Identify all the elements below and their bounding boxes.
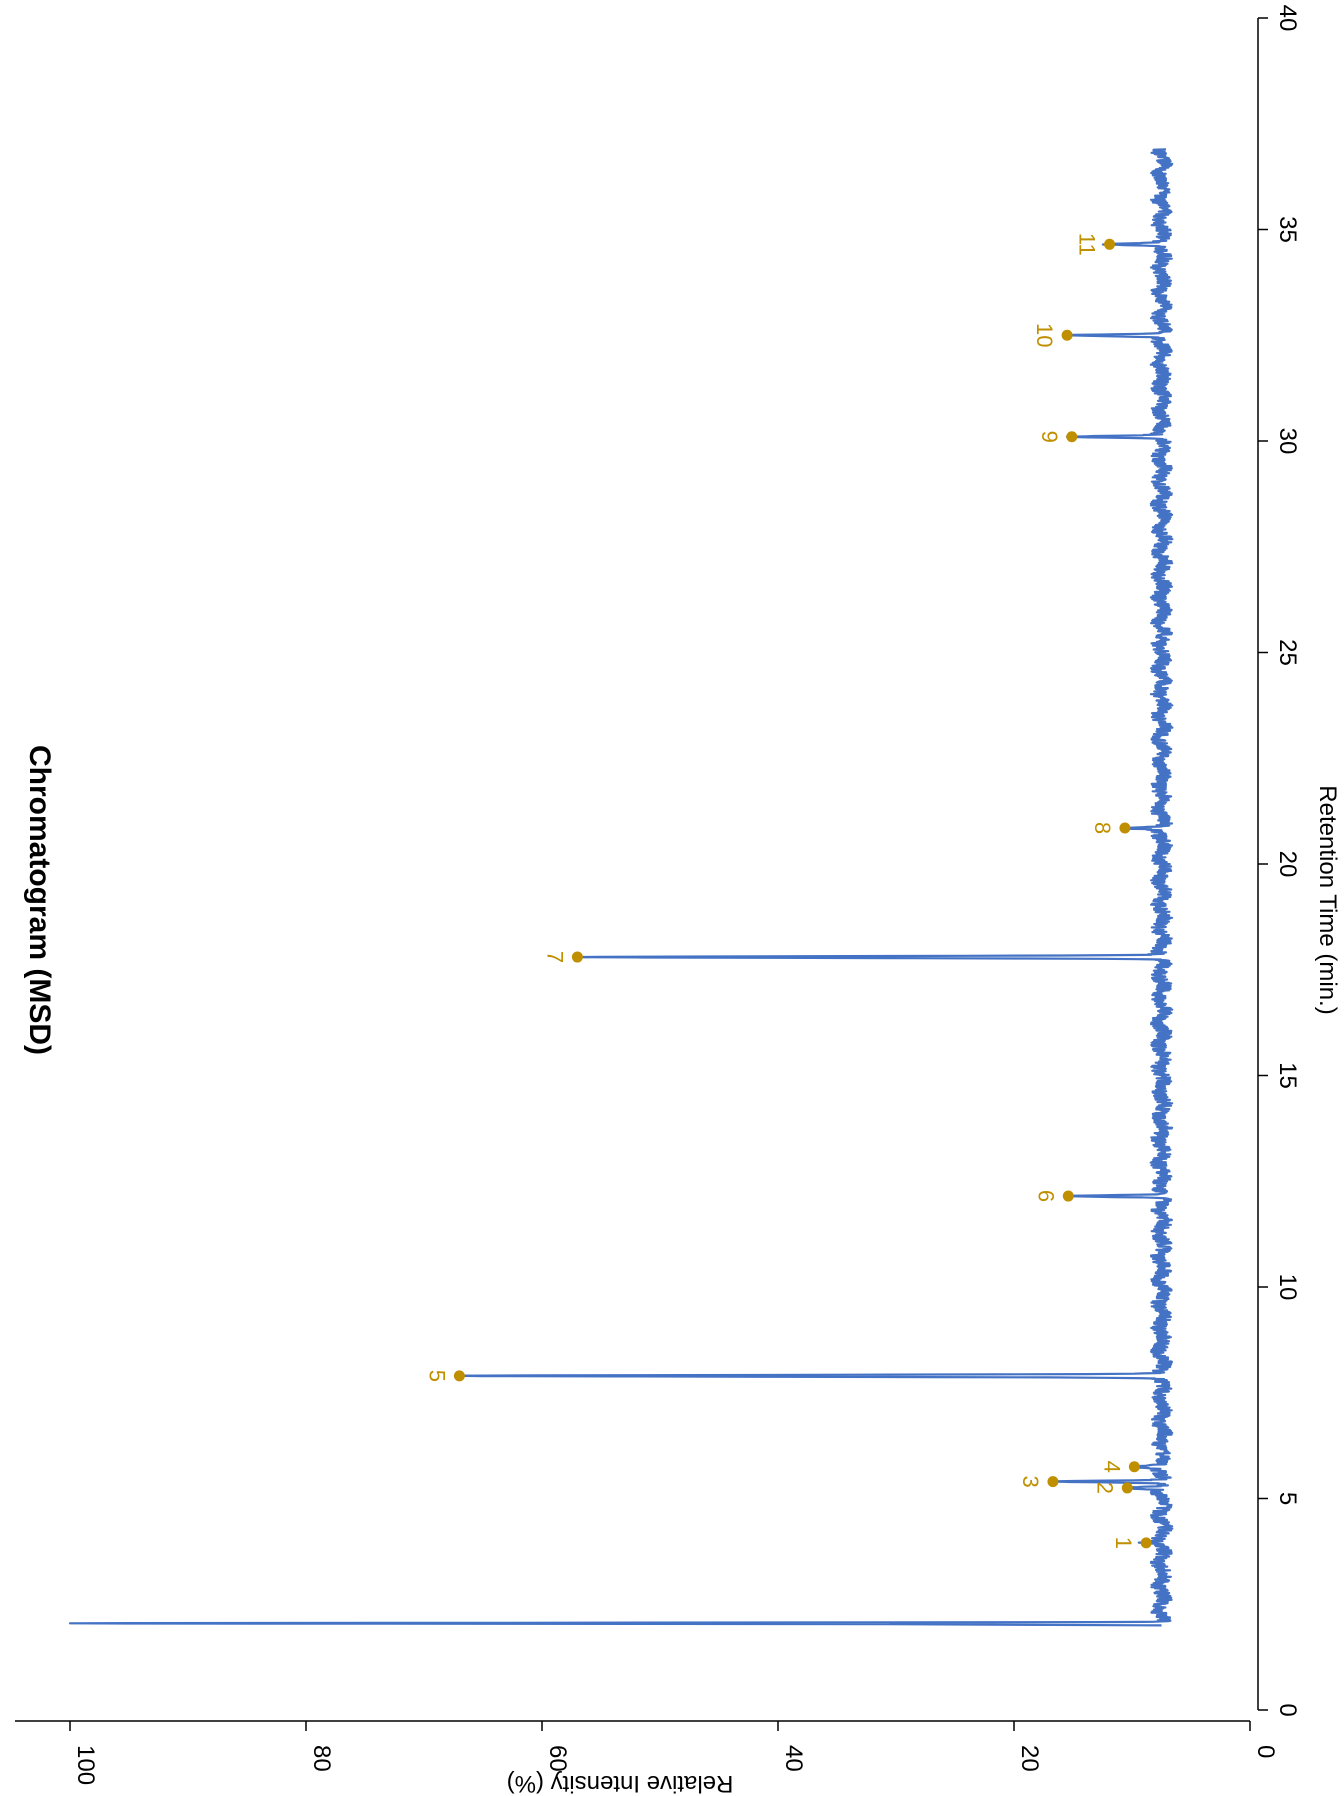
x-tick-label: 40 [1274, 5, 1301, 32]
peak-marker [1062, 1190, 1074, 1202]
peak-label: 10 [1032, 323, 1057, 347]
peak-label: 2 [1092, 1482, 1117, 1494]
peak-label: 5 [424, 1370, 449, 1382]
x-tick-label: 0 [1274, 1703, 1301, 1716]
x-tick-label: 30 [1274, 428, 1301, 455]
y-tick-label: 20 [1016, 1745, 1043, 1772]
y-tick-label: 100 [72, 1745, 99, 1785]
peak-label: 11 [1075, 233, 1100, 256]
x-tick-label: 20 [1274, 851, 1301, 878]
chromatogram-trace [68, 148, 1174, 1627]
x-axis-title: Retention Time (min.) [1314, 785, 1341, 1014]
trace-group [68, 148, 1174, 1627]
peak-markers: 1 2 3 4 5 6 7 8 9 10 11 [424, 233, 1159, 1549]
peak-label: 7 [542, 951, 567, 963]
x-tick-label: 10 [1274, 1274, 1301, 1301]
x-tick-label: 15 [1274, 1062, 1301, 1089]
chart-title: Chromatogram (MSD) [23, 745, 56, 1055]
peak-marker [1047, 1476, 1059, 1488]
y-tick-label: 80 [308, 1745, 335, 1772]
x-axis-title-group: Retention Time (min.) [1314, 785, 1341, 1014]
x-tick-label: 5 [1274, 1492, 1301, 1505]
peak-label: 3 [1018, 1475, 1043, 1487]
peak-marker [1140, 1537, 1152, 1549]
chart-title-group: Chromatogram (MSD) [23, 745, 56, 1055]
peak-label: 9 [1037, 431, 1062, 443]
peak-marker [1104, 238, 1116, 250]
x-tick-label: 25 [1274, 639, 1301, 666]
y-tick-label: 60 [544, 1745, 571, 1772]
peak-label: 8 [1090, 822, 1115, 834]
peak-label: 6 [1033, 1190, 1058, 1202]
peak-marker [1121, 1482, 1133, 1494]
peak-label: 1 [1111, 1537, 1136, 1549]
peak-marker [571, 951, 583, 963]
peak-marker [1061, 329, 1073, 341]
peak-marker [1066, 431, 1078, 443]
peak-marker [453, 1370, 465, 1382]
y-tick-label: 40 [780, 1745, 807, 1772]
y-axis-title: Relative Intensity (%) [507, 1770, 734, 1796]
y-tick-label: 0 [1252, 1745, 1279, 1758]
peak-marker [1119, 822, 1131, 834]
x-tick-label: 35 [1274, 216, 1301, 243]
peak-marker [1128, 1461, 1140, 1473]
y-axis-title-group: Relative Intensity (%) [507, 1770, 734, 1796]
peak-label: 4 [1099, 1461, 1124, 1473]
